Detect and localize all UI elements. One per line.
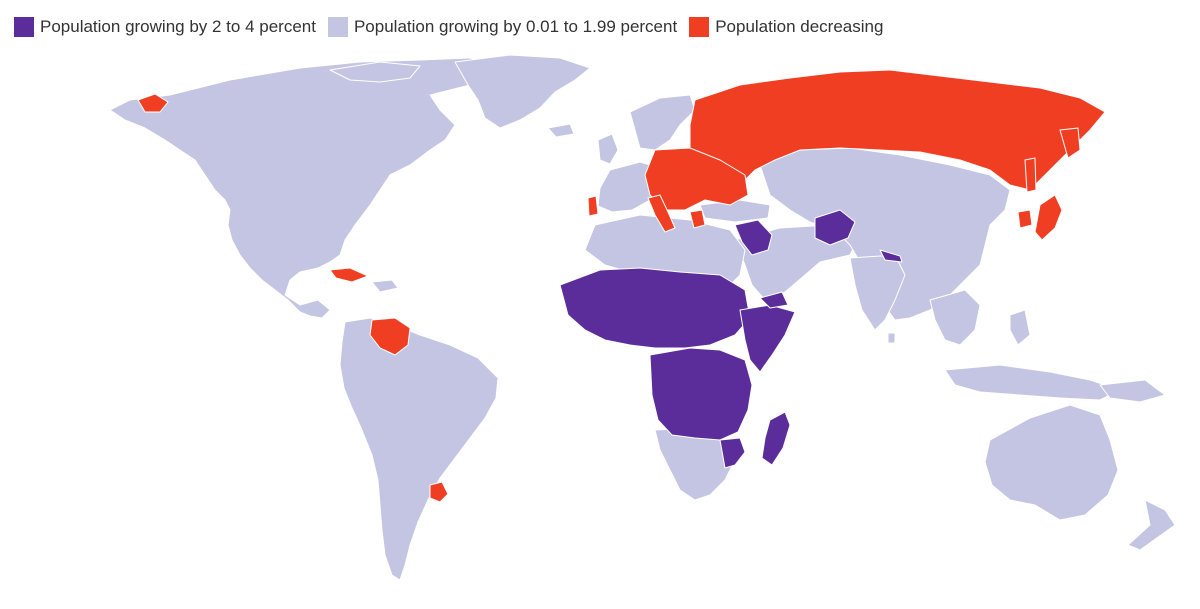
country-indonesia[interactable]: [944, 364, 1121, 401]
country-afghanistan[interactable]: [814, 209, 856, 246]
country-italy[interactable]: [647, 194, 676, 233]
country-madagascar[interactable]: [761, 411, 791, 466]
legend-label-decreasing: Population decreasing: [715, 17, 884, 36]
country-turkey[interactable]: [699, 199, 771, 223]
country-mozambique[interactable]: [719, 437, 746, 469]
country-philippines[interactable]: [1009, 309, 1031, 346]
country-scandinavia[interactable]: [629, 94, 696, 151]
country-pakistan[interactable]: [879, 249, 903, 263]
country-russia-east[interactable]: [1059, 127, 1081, 159]
legend-item-low-growth[interactable]: Population growing by 0.01 to 1.99 perce…: [327, 17, 678, 37]
country-central-east-africa[interactable]: [649, 347, 753, 441]
world-map-container: [0, 40, 1200, 609]
country-new-guinea[interactable]: [1099, 379, 1166, 403]
country-sri-lanka[interactable]: [887, 332, 896, 344]
legend-label-low-growth: Population growing by 0.01 to 1.99 perce…: [353, 17, 678, 36]
country-hispaniola[interactable]: [371, 279, 399, 293]
legend-item-decreasing[interactable]: Population decreasing: [689, 17, 883, 37]
country-yemen[interactable]: [759, 291, 789, 309]
country-cuba[interactable]: [329, 267, 369, 283]
legend-item-high-growth[interactable]: Population growing by 2 to 4 percent: [14, 17, 316, 37]
legend-swatch-low-growth: [327, 17, 348, 37]
country-iraq-syria[interactable]: [734, 219, 773, 256]
world-map: [109, 54, 1176, 581]
country-sahel-west-africa[interactable]: [559, 267, 751, 349]
legend-label-high-growth: Population growing by 2 to 4 percent: [40, 17, 316, 36]
country-alaska-bering[interactable]: [137, 93, 169, 113]
country-russia-sakhalin[interactable]: [1024, 157, 1037, 193]
country-uk[interactable]: [597, 133, 619, 165]
country-greenland[interactable]: [454, 54, 591, 129]
region-low-growth: [109, 54, 1176, 581]
region-high-growth: [559, 209, 903, 469]
country-southeast-asia[interactable]: [929, 289, 981, 346]
country-portugal[interactable]: [587, 195, 599, 217]
country-south-america[interactable]: [339, 317, 499, 581]
country-iceland[interactable]: [547, 123, 575, 138]
country-new-zealand[interactable]: [1127, 499, 1176, 551]
country-australia[interactable]: [984, 404, 1119, 521]
country-south-korea[interactable]: [1017, 209, 1033, 229]
country-greece[interactable]: [689, 209, 706, 229]
country-horn-of-africa[interactable]: [739, 304, 796, 373]
region-arctic-islands[interactable]: [329, 61, 421, 83]
legend-swatch-decreasing: [689, 17, 710, 37]
legend-swatch-high-growth: [14, 17, 34, 37]
map-legend: Population growing by 2 to 4 percent Pop…: [14, 14, 883, 40]
country-uruguay[interactable]: [429, 481, 449, 503]
country-japan[interactable]: [1034, 194, 1063, 241]
country-eastern-europe[interactable]: [644, 147, 749, 211]
country-north-america[interactable]: [109, 57, 501, 319]
country-venezuela[interactable]: [369, 317, 411, 356]
region-decreasing: [137, 69, 1106, 503]
